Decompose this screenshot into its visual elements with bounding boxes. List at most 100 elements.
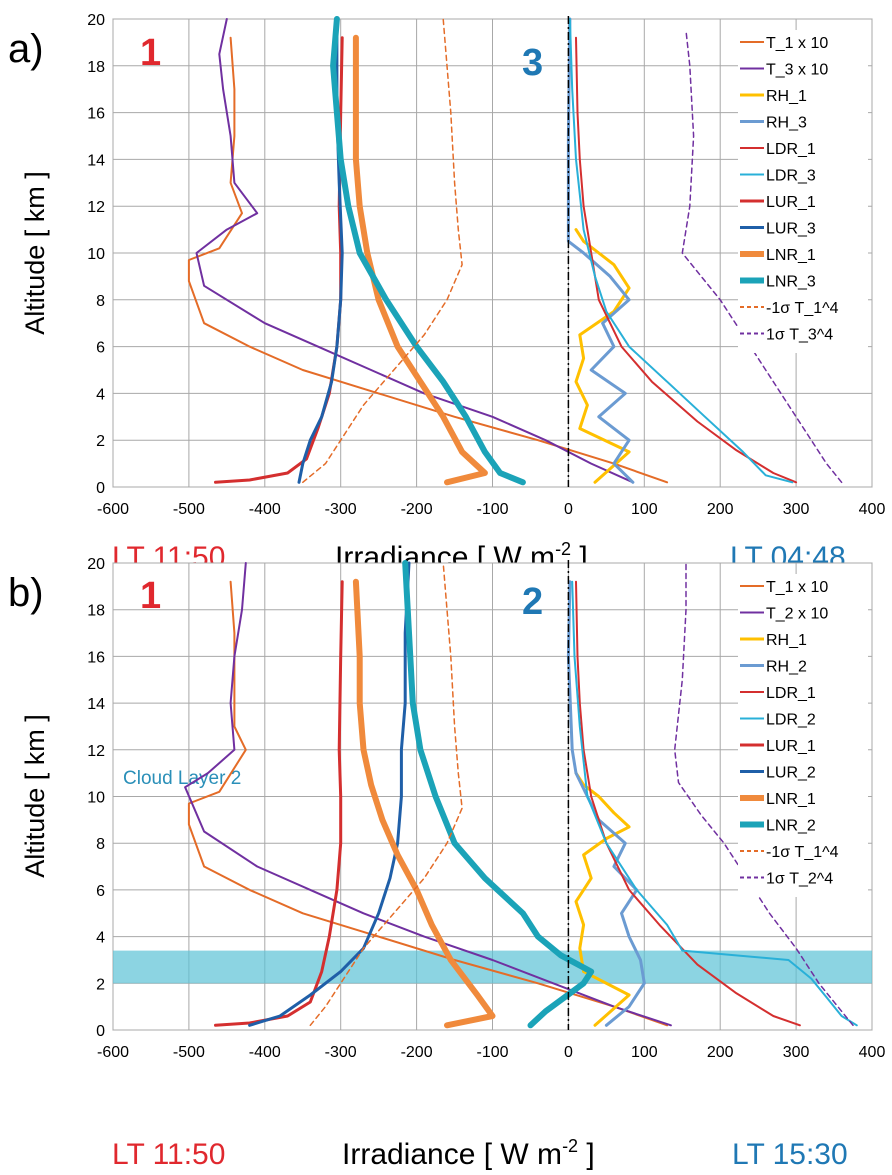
x-tick-label: -200 [401, 1044, 433, 1061]
x-axis-label-main: Irradiance [ W m [342, 1138, 562, 1171]
y-tick-label: 20 [87, 12, 105, 29]
x-axis-label: Irradiance [ W m-2 ] [342, 1136, 595, 1171]
legend-entry: 1σ T_2^4 [766, 871, 833, 888]
series-line-lnr-1 [352, 34, 488, 486]
legend-entry: -1σ T_1^4 [766, 844, 839, 861]
legend-entry: T_1 x 10 [766, 579, 828, 596]
x-tick-label: -600 [97, 501, 129, 518]
x-tick-label: 200 [707, 501, 734, 518]
cloud-layer-band [113, 950, 872, 984]
y-tick-label: 18 [87, 603, 105, 620]
x-tick-label: -400 [249, 501, 281, 518]
series-line-t-1-x-10 [187, 580, 669, 1027]
y-tick-label: 8 [96, 836, 105, 853]
legend-entry: LDR_1 [766, 685, 816, 702]
legend-entry: LNR_2 [766, 818, 816, 835]
x-tick-label: 100 [631, 501, 658, 518]
series-line-1-t-2-4 [673, 562, 854, 1027]
y-tick-label: 16 [87, 106, 105, 123]
series-line-lnr-3 [330, 16, 526, 486]
panel-label: a) [8, 27, 44, 71]
y-tick-label: 14 [87, 152, 105, 169]
panel-b: Cloud Layer 2-600 -500 -400 -300 -200 -100 0 10… [8, 556, 885, 1171]
y-tick-label: 6 [96, 340, 105, 357]
local-time-right: LT 15:30 [732, 1138, 848, 1171]
legend-box [738, 574, 868, 897]
y-tick-label: 20 [87, 556, 105, 573]
x-tick-label: -500 [173, 1044, 205, 1061]
series-line-lur-2 [248, 561, 411, 1027]
y-tick-label: 2 [96, 976, 105, 993]
series-line--1-t-1-4 [309, 562, 463, 1027]
legend-entry: LNR_1 [766, 247, 816, 264]
y-tick-label: 2 [96, 433, 105, 450]
y-tick-label: 10 [87, 790, 105, 807]
legend-entry: -1σ T_1^4 [766, 300, 839, 317]
y-tick-label: 8 [96, 293, 105, 310]
panel-label: b) [8, 571, 44, 615]
legend-entry: RH_3 [766, 115, 807, 132]
y-axis-label: Altitude [ km ] [20, 714, 50, 878]
series-line-ldr-1 [575, 580, 801, 1027]
legend: T_1 x 10 T_2 x 10 RH_1 RH_2 LDR_1 LDR_2 LUR_1 L… [738, 574, 868, 897]
legend-entry: RH_1 [766, 88, 807, 105]
panel-a: -600 -500 -400 -300 -200 -100 0 100 200 300 400 0 2 4… [8, 12, 885, 574]
cloud-layer-label: Cloud Layer 2 [123, 768, 241, 789]
series-line-ldr-3 [568, 18, 794, 484]
x-axis-label-sup: -2 [555, 539, 571, 559]
x-tick-label: -100 [476, 1044, 508, 1061]
legend-entry: LNR_3 [766, 274, 816, 291]
series-line-ldr-1 [575, 36, 798, 484]
legend-entry: LUR_1 [766, 738, 816, 755]
series-line-t-3-x-10 [195, 18, 634, 484]
legend-entry: RH_2 [766, 659, 807, 676]
legend-entry: LDR_2 [766, 712, 816, 729]
y-tick-label: 14 [87, 696, 105, 713]
x-tick-label: -300 [325, 501, 357, 518]
y-tick-label: 10 [87, 246, 105, 263]
y-tick-label: 12 [87, 743, 105, 760]
y-axis-label: Altitude [ km ] [20, 171, 50, 335]
x-tick-label: -400 [249, 1044, 281, 1061]
legend-entry: T_1 x 10 [766, 35, 828, 52]
x-tick-label: 300 [783, 501, 810, 518]
profile-label-left: 1 [140, 575, 161, 617]
series-line-t-2-x-10 [184, 562, 672, 1027]
series-line-ldr-2 [571, 580, 858, 1027]
y-tick-label: 4 [96, 930, 105, 947]
y-tick-label: 0 [96, 1023, 105, 1040]
x-tick-label: 100 [631, 1044, 658, 1061]
legend-box [738, 30, 868, 353]
y-tick-label: 16 [87, 649, 105, 666]
y-tick-label: 0 [96, 480, 105, 497]
x-tick-label: -300 [325, 1044, 357, 1061]
y-tick-label: 4 [96, 386, 105, 403]
legend-entry: LDR_1 [766, 141, 816, 158]
series-line-rh-2 [566, 580, 646, 1027]
legend-entry: 1σ T_3^4 [766, 327, 833, 344]
x-tick-label: -600 [97, 1044, 129, 1061]
y-tick-label: 6 [96, 883, 105, 900]
legend-entry: LDR_3 [766, 168, 816, 185]
profile-label-right: 3 [522, 42, 543, 84]
legend-entry: LNR_1 [766, 791, 816, 808]
series-line-lur-1 [214, 580, 344, 1027]
x-tick-label: 200 [707, 1044, 734, 1061]
legend-entry: LUR_1 [766, 194, 816, 211]
x-axis-label-sup: -2 [562, 1136, 578, 1156]
series-line-1-t-3-4 [681, 29, 843, 484]
x-axis-label-end: ] [578, 1138, 595, 1171]
x-tick-label: 0 [564, 501, 573, 518]
profile-label-left: 1 [140, 32, 161, 74]
legend-entry: T_3 x 10 [766, 62, 828, 79]
x-tick-label: 0 [564, 1044, 573, 1061]
x-tick-label: -500 [173, 501, 205, 518]
series-line--1-t-1-4 [302, 18, 463, 484]
legend-entry: LUR_3 [766, 221, 816, 238]
legend-entry: LUR_2 [766, 765, 816, 782]
x-tick-label: 300 [783, 1044, 810, 1061]
y-tick-label: 18 [87, 59, 105, 76]
series-line-lnr-2 [402, 560, 595, 1029]
x-tick-label: -200 [401, 501, 433, 518]
